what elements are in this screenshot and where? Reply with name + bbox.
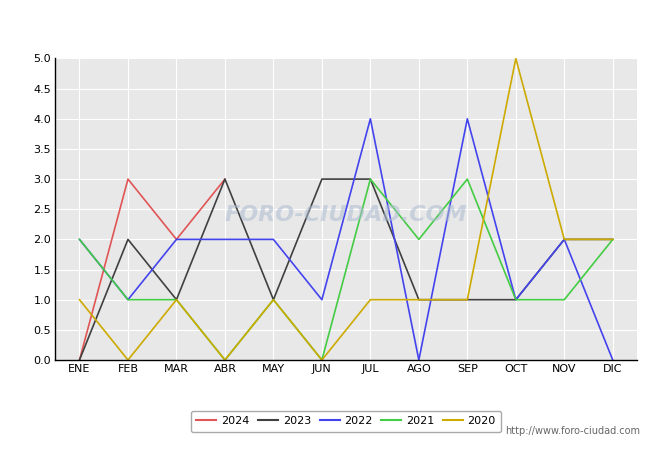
- 2021: [124, 297, 132, 302]
- 2023: [75, 357, 83, 363]
- 2023: [560, 237, 568, 242]
- Line: 2021: 2021: [79, 179, 613, 360]
- 2021: [270, 297, 278, 302]
- 2022: [221, 237, 229, 242]
- Line: 2020: 2020: [79, 58, 613, 360]
- Line: 2024: 2024: [79, 179, 225, 360]
- 2024: [172, 237, 180, 242]
- 2020: [560, 237, 568, 242]
- 2023: [172, 297, 180, 302]
- 2023: [512, 297, 520, 302]
- Line: 2023: 2023: [79, 179, 613, 360]
- 2021: [415, 237, 422, 242]
- 2020: [124, 357, 132, 363]
- Text: http://www.foro-ciudad.com: http://www.foro-ciudad.com: [505, 427, 640, 436]
- 2024: [221, 176, 229, 182]
- 2023: [221, 176, 229, 182]
- 2023: [318, 176, 326, 182]
- 2022: [609, 357, 617, 363]
- 2023: [270, 297, 278, 302]
- 2020: [270, 297, 278, 302]
- Text: FORO-CIUDAD.COM: FORO-CIUDAD.COM: [225, 205, 467, 225]
- 2023: [415, 297, 422, 302]
- 2022: [318, 297, 326, 302]
- 2020: [75, 297, 83, 302]
- 2022: [512, 297, 520, 302]
- 2021: [172, 297, 180, 302]
- 2020: [415, 297, 422, 302]
- 2022: [463, 116, 471, 122]
- 2021: [75, 237, 83, 242]
- 2021: [560, 297, 568, 302]
- 2022: [415, 357, 422, 363]
- 2020: [463, 297, 471, 302]
- 2024: [75, 357, 83, 363]
- 2021: [318, 357, 326, 363]
- 2022: [367, 116, 374, 122]
- 2022: [270, 237, 278, 242]
- 2020: [609, 237, 617, 242]
- Line: 2022: 2022: [79, 119, 613, 360]
- Legend: 2024, 2023, 2022, 2021, 2020: 2024, 2023, 2022, 2021, 2020: [191, 411, 501, 432]
- 2023: [609, 237, 617, 242]
- 2023: [367, 176, 374, 182]
- 2023: [463, 297, 471, 302]
- Text: Matriculaciones de Vehiculos en Gérgal: Matriculaciones de Vehiculos en Gérgal: [148, 13, 502, 32]
- 2021: [463, 176, 471, 182]
- 2020: [367, 297, 374, 302]
- 2020: [512, 56, 520, 61]
- 2022: [560, 237, 568, 242]
- 2021: [367, 176, 374, 182]
- 2020: [221, 357, 229, 363]
- 2021: [609, 237, 617, 242]
- 2021: [221, 357, 229, 363]
- 2020: [318, 357, 326, 363]
- 2021: [512, 297, 520, 302]
- 2023: [124, 237, 132, 242]
- 2020: [172, 297, 180, 302]
- 2022: [75, 237, 83, 242]
- 2022: [172, 237, 180, 242]
- 2022: [124, 297, 132, 302]
- 2024: [124, 176, 132, 182]
